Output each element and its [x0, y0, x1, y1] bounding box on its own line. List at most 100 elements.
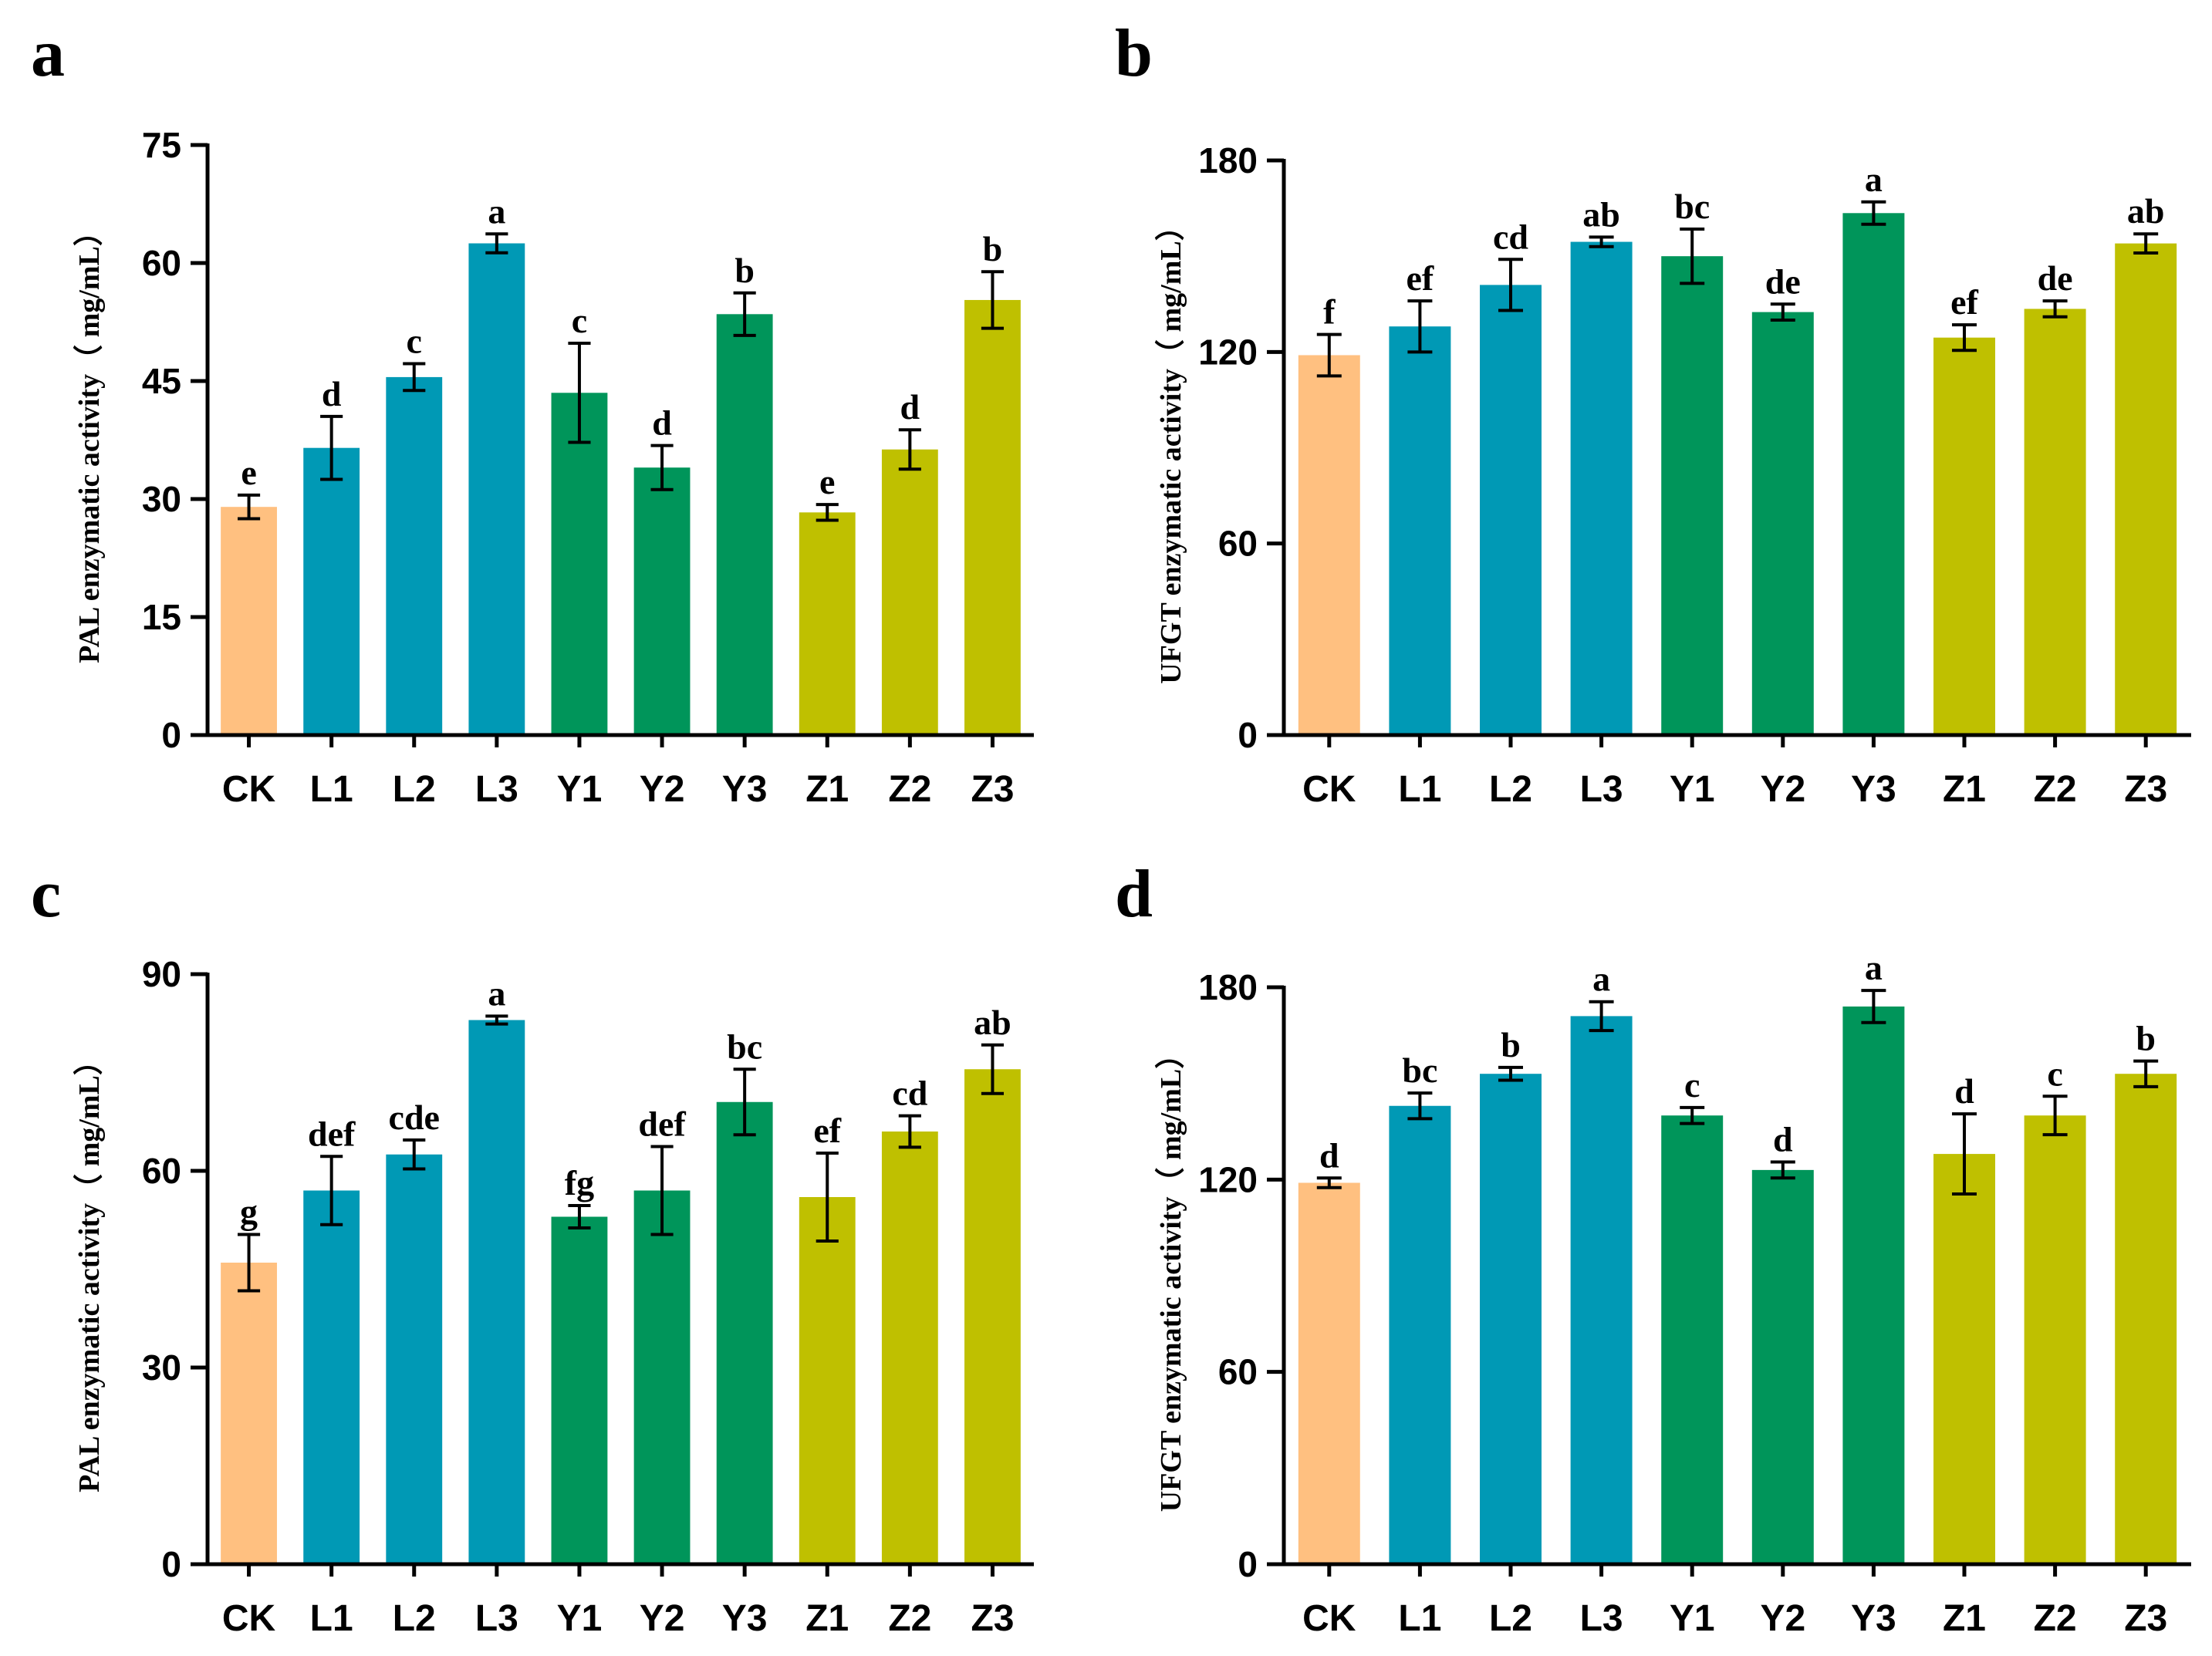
sig-letter-c-Z2: cd: [892, 1074, 927, 1113]
x-tick-label-a-CK: CK: [222, 769, 276, 810]
charts-layer: e CK d L1 c L2 a L3 c Y1 d Y2 b Y3 e Z1 d Z2 b Z3 0 15 30 45 60 7…: [73, 125, 2191, 1639]
bar-d-Y1: [1661, 1115, 1724, 1564]
sig-letter-a-Y3: b: [735, 251, 755, 290]
bar-a-L2: [386, 376, 443, 735]
bar-b-Y3: [1842, 213, 1905, 736]
y-axis-label-d: UFGT enzymatic activity（ mg/mL）: [1155, 1040, 1187, 1512]
sig-letter-a-L2: c: [407, 322, 422, 361]
bar-b-Y2: [1751, 312, 1814, 735]
sig-letter-a-Y1: c: [572, 301, 587, 340]
x-tick-label-b-Y1: Y1: [1670, 769, 1715, 810]
x-tick-label-b-L2: L2: [1489, 769, 1532, 810]
x-tick-label-a-L3: L3: [475, 769, 518, 810]
bar-d-Z3: [2115, 1074, 2177, 1564]
y-axis-label-a: PAL enzymatic activity（ mg/mL）: [73, 217, 106, 663]
sig-letter-d-Z2: c: [2047, 1054, 2062, 1093]
sig-letter-c-L2: cde: [389, 1098, 440, 1137]
sig-letter-a-Z2: d: [900, 387, 920, 427]
bar-d-L1: [1389, 1105, 1451, 1564]
bar-c-Z2: [881, 1132, 938, 1564]
panel-letter-c: c: [31, 857, 61, 932]
y-tick-label-a-60: 60: [142, 243, 181, 283]
x-tick-label-a-Y3: Y3: [722, 769, 768, 810]
sig-letter-a-CK: e: [241, 453, 256, 492]
x-tick-label-c-L2: L2: [393, 1598, 436, 1639]
bar-a-CK: [221, 507, 277, 735]
chart-panel-d: d CK bc L1 b L2 a L3 c Y1 d Y2 a Y3 d Z1 c Z2 b Z3 0 60 120 180…: [1155, 948, 2191, 1639]
x-tick-label-d-L3: L3: [1580, 1598, 1623, 1639]
bar-b-CK: [1298, 355, 1360, 735]
y-tick-label-d-180: 180: [1198, 967, 1258, 1007]
sig-letter-d-Z1: d: [1954, 1071, 1974, 1111]
sig-letter-d-Y1: c: [1684, 1065, 1700, 1105]
x-tick-label-b-Z1: Z1: [1943, 769, 1986, 810]
x-tick-label-a-L1: L1: [310, 769, 353, 810]
y-tick-label-c-90: 90: [142, 954, 181, 994]
y-tick-label-b-0: 0: [1238, 715, 1258, 755]
sig-letter-c-Y1: fg: [565, 1163, 594, 1202]
sig-letter-c-Z1: ef: [813, 1111, 841, 1150]
bar-c-L1: [303, 1190, 360, 1564]
bar-b-Z3: [2115, 243, 2177, 736]
sig-letter-d-L2: b: [1501, 1025, 1521, 1064]
x-tick-label-d-Z2: Z2: [2034, 1598, 2077, 1639]
chart-panel-a: e CK d L1 c L2 a L3 c Y1 d Y2 b Y3 e Z1 d Z2 b Z3 0 15 30 45 60 7…: [73, 125, 1034, 810]
x-tick-label-d-L2: L2: [1489, 1598, 1532, 1639]
bar-d-Y2: [1751, 1169, 1814, 1564]
y-tick-label-a-0: 0: [161, 715, 181, 755]
sig-letter-b-L2: cd: [1493, 217, 1528, 256]
x-tick-label-d-Z1: Z1: [1943, 1598, 1986, 1639]
bar-c-Y2: [633, 1190, 691, 1564]
bar-a-Z1: [799, 512, 856, 735]
chart-panel-c: g CK def L1 cde L2 a L3 fg Y1 def Y2 bc Y3 ef Z1 cd Z2 ab Z…: [73, 954, 1034, 1639]
bar-d-L3: [1570, 1016, 1633, 1564]
bar-a-Z2: [881, 449, 938, 735]
bar-d-CK: [1298, 1182, 1360, 1564]
bar-c-Z3: [964, 1069, 1021, 1564]
sig-letter-d-CK: d: [1319, 1135, 1339, 1175]
x-tick-label-b-CK: CK: [1302, 769, 1356, 810]
y-tick-label-b-120: 120: [1198, 332, 1258, 372]
sig-letter-a-Y2: d: [652, 403, 672, 443]
bar-a-Y2: [633, 467, 691, 735]
sig-letter-c-L1: def: [308, 1114, 356, 1153]
sig-letter-b-Y1: bc: [1674, 187, 1710, 226]
x-tick-label-b-Y2: Y2: [1760, 769, 1805, 810]
y-tick-label-b-60: 60: [1218, 524, 1258, 564]
y-tick-label-d-0: 0: [1238, 1544, 1258, 1584]
sig-letter-b-Z3: ab: [2127, 191, 2165, 231]
y-tick-label-d-60: 60: [1218, 1352, 1258, 1392]
sig-letter-c-Y2: def: [638, 1105, 686, 1144]
bar-c-Y1: [551, 1216, 608, 1564]
x-tick-label-d-CK: CK: [1302, 1598, 1356, 1639]
panel-letter-a: a: [31, 16, 65, 91]
bar-a-L3: [468, 243, 525, 735]
bar-d-Y3: [1842, 1006, 1905, 1564]
bar-d-Z2: [2024, 1115, 2086, 1564]
x-tick-label-a-L2: L2: [393, 769, 436, 810]
sig-letter-b-Y3: a: [1865, 160, 1883, 199]
sig-letter-d-Y2: d: [1773, 1119, 1793, 1159]
y-tick-label-c-30: 30: [142, 1347, 181, 1388]
sig-letter-c-Y3: bc: [727, 1027, 762, 1066]
bar-b-L2: [1480, 285, 1542, 736]
y-tick-label-b-180: 180: [1198, 140, 1258, 180]
sig-letter-d-L3: a: [1592, 960, 1610, 999]
y-axis-label-b: UFGT enzymatic activity（ mg/mL）: [1155, 211, 1187, 683]
bar-a-Z3: [964, 299, 1021, 735]
panel-letter-b: b: [1115, 16, 1153, 91]
sig-letter-a-L1: d: [322, 374, 342, 413]
bar-c-CK: [221, 1263, 277, 1564]
x-tick-label-c-Y3: Y3: [722, 1598, 768, 1639]
bar-b-Z1: [1933, 337, 1995, 735]
x-tick-label-c-Y1: Y1: [557, 1598, 603, 1639]
sig-letter-c-L3: a: [488, 973, 505, 1013]
x-tick-label-b-Y3: Y3: [1851, 769, 1896, 810]
sig-letter-b-Y2: de: [1765, 261, 1801, 301]
bar-c-L2: [386, 1154, 443, 1564]
sig-letter-b-L3: ab: [1582, 194, 1620, 234]
chart-panel-b: f CK ef L1 cd L2 ab L3 bc Y1 de Y2 a Y3 ef Z1 de Z2 ab Z3 0 6…: [1155, 140, 2191, 810]
x-tick-label-c-Y2: Y2: [640, 1598, 685, 1639]
panel-letter-d: d: [1115, 857, 1153, 932]
